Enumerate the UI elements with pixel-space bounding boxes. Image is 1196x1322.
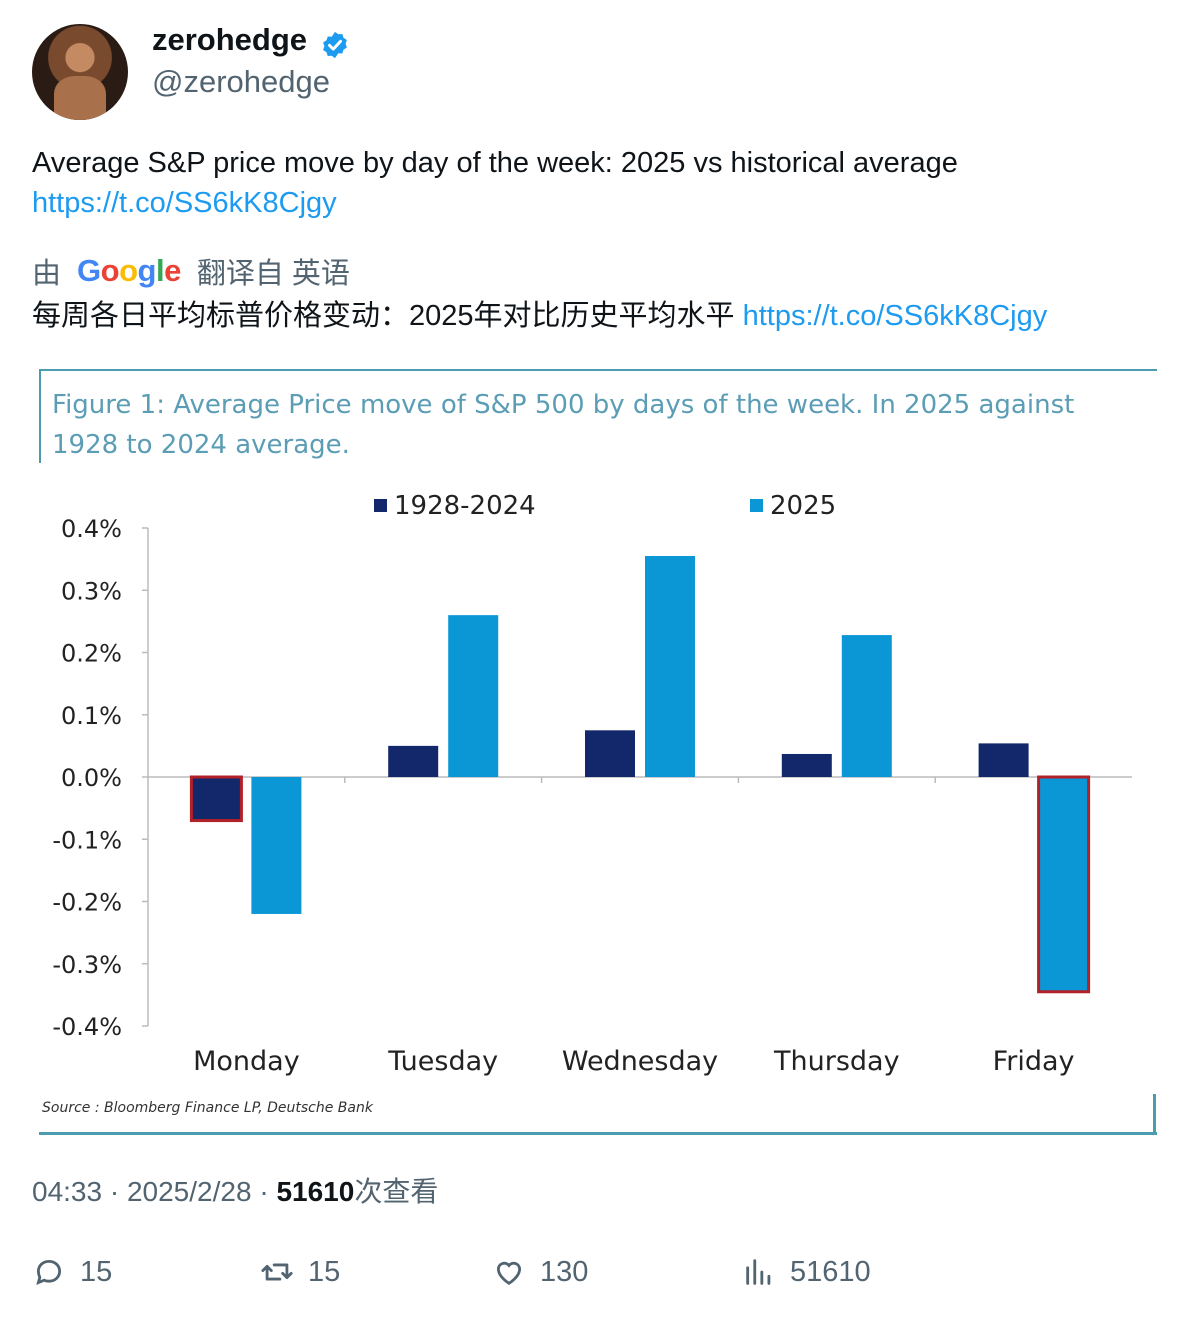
x-tick-label: Thursday [773, 1046, 900, 1077]
bar-2025-Tuesday [448, 615, 499, 777]
chart-top-border [39, 369, 1157, 371]
x-tick-label: Friday [993, 1046, 1075, 1077]
y-tick-label: 0.3% [61, 577, 122, 605]
views-count: 51610 [790, 1255, 871, 1288]
bar-1928-2024-Wednesday [585, 730, 635, 777]
reply-count: 15 [80, 1255, 113, 1288]
reply-icon [36, 1259, 62, 1286]
legend-swatch [750, 499, 763, 512]
views-button[interactable]: 51610 [742, 1255, 871, 1289]
bar-1928-2024-Friday [978, 743, 1029, 777]
y-tick-label: -0.3% [52, 951, 122, 979]
bar-1928-2024-Thursday [781, 753, 832, 777]
bar-1928-2024-Monday [189, 775, 243, 823]
meta-separator: · [259, 1176, 269, 1207]
action-bar: 15 15 130 51610 [32, 1255, 1162, 1299]
bar-chart: Figure 1: Average Price move of S&P 500 … [39, 369, 1157, 1135]
bar-2025-Monday [251, 777, 302, 914]
tweet-image[interactable]: Figure 1: Average Price move of S&P 500 … [32, 362, 1162, 1144]
x-tick-label: Tuesday [387, 1046, 498, 1077]
chart-title-line1: Figure 1: Average Price move of S&P 500 … [52, 390, 1074, 420]
tweet-meta: 04:33 · 2025/2/28 · 51610次查看 [32, 1170, 438, 1210]
y-tick-label: -0.2% [52, 889, 122, 917]
tweet-date[interactable]: 2025/2/28 [126, 1176, 252, 1207]
tweet-text: Average S&P price move by day of the wee… [32, 143, 958, 223]
like-count: 130 [540, 1255, 589, 1288]
translated-link[interactable]: https://t.co/SS6kK8Cjgy [742, 300, 1048, 332]
y-tick-label: -0.1% [52, 826, 122, 854]
y-tick-label: -0.4% [52, 1013, 122, 1041]
translated-body: 每周各日平均标普价格变动：2025年对比历史平均水平 [32, 300, 735, 332]
y-tick-label: 0.1% [61, 702, 122, 730]
heart-icon [496, 1261, 522, 1285]
google-logo: Google [77, 253, 181, 288]
view-count: 51610 [276, 1176, 355, 1207]
translation-suffix: 翻译自 英语 [196, 258, 350, 290]
translated-text: 每周各日平均标普价格变动：2025年对比历史平均水平 https://t.co/… [32, 296, 1047, 336]
tweet-time[interactable]: 04:33 [32, 1176, 103, 1207]
translation-attribution: 由 Google 翻译自 英语 [32, 250, 350, 292]
retweet-button[interactable]: 15 [260, 1255, 340, 1289]
chart-title-line2: 1928 to 2024 average. [52, 430, 350, 460]
legend-label: 1928-2024 [394, 491, 536, 521]
y-tick-label: 0.0% [61, 764, 122, 792]
y-tick-label: 0.4% [61, 515, 122, 543]
chart-source: Source : Bloomberg Finance LP, Deutsche … [42, 1100, 374, 1116]
views-chart-icon [746, 1259, 771, 1285]
meta-separator: · [109, 1176, 120, 1207]
reply-button[interactable]: 15 [32, 1255, 112, 1289]
bar-1928-2024-Tuesday [388, 745, 439, 777]
chart-title-border [39, 371, 41, 463]
retweet-count: 15 [308, 1255, 341, 1288]
x-tick-label: Monday [193, 1046, 300, 1077]
tweet-link[interactable]: https://t.co/SS6kK8Cjgy [32, 187, 337, 219]
user-name[interactable]: zerohedge [152, 22, 308, 57]
bars [189, 556, 1091, 994]
user-handle[interactable]: @zerohedge [152, 64, 330, 99]
avatar[interactable] [32, 24, 128, 120]
y-axis: 0.4% 0.3% 0.2% 0.1% 0.0% -0.1% -0.2% -0.3% -0.4% [52, 515, 1132, 1041]
translation-prefix: 由 [32, 258, 62, 290]
chart-right-border [1153, 1094, 1156, 1134]
verified-badge-icon [323, 31, 347, 59]
x-tick-label: Wednesday [562, 1046, 718, 1077]
bar-2025-Thursday [841, 635, 892, 777]
x-axis: Monday Tuesday Wednesday Thursday Friday [193, 1046, 1074, 1077]
like-button[interactable]: 130 [492, 1255, 588, 1289]
chart-legend: 1928-2024 2025 [374, 491, 836, 521]
y-tick-label: 0.2% [61, 640, 122, 668]
bar-2025-Wednesday [645, 556, 695, 777]
tweet-body: Average S&P price move by day of the wee… [32, 147, 958, 179]
bar-2025-Friday [1037, 775, 1091, 994]
legend-label: 2025 [770, 491, 836, 521]
views-label: 次查看 [354, 1176, 439, 1207]
retweet-icon [261, 1263, 293, 1281]
chart-bottom-border [39, 1132, 1157, 1135]
legend-swatch [374, 499, 387, 512]
